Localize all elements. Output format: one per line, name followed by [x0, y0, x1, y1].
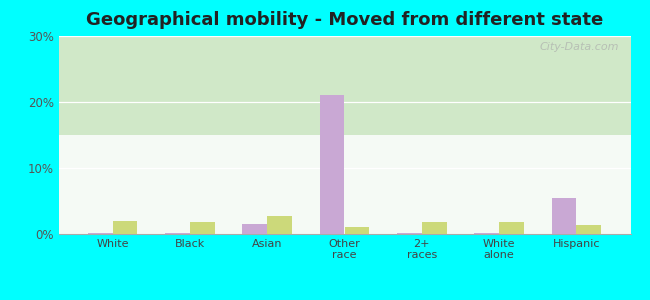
Bar [552, 198, 577, 234]
Bar [577, 225, 601, 234]
Bar [422, 222, 447, 234]
Bar [474, 233, 499, 234]
Bar [112, 221, 137, 234]
Bar [88, 233, 112, 234]
Bar [397, 233, 422, 234]
Bar [320, 95, 345, 234]
Bar [242, 224, 267, 234]
Bar [190, 222, 214, 234]
Bar [267, 215, 292, 234]
Title: Geographical mobility - Moved from different state: Geographical mobility - Moved from diffe… [86, 11, 603, 29]
Text: City-Data.com: City-Data.com [540, 42, 619, 52]
Bar [165, 233, 190, 234]
Bar [499, 222, 524, 234]
Bar [344, 227, 369, 234]
